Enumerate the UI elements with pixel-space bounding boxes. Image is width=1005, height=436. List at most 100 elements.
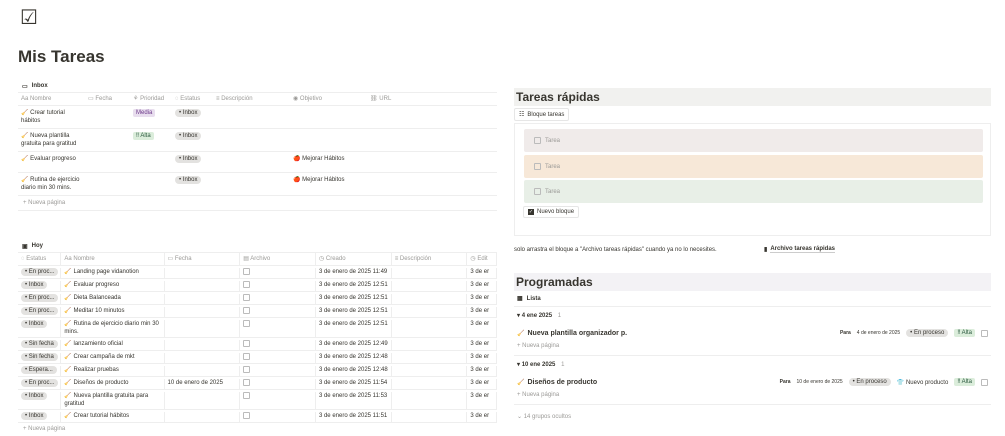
estatus-cell[interactable]: • Inbox [172,176,213,184]
list-item[interactable]: 🧹 Diseños de producto Para 10 de enero de… [517,375,988,389]
descripcion-cell[interactable] [392,392,468,409]
estatus-cell[interactable]: • En proc... [18,294,62,304]
archivo-cell[interactable] [240,281,316,291]
descripcion-cell[interactable] [392,307,468,317]
new-page-button[interactable]: + Nueva página [517,343,560,349]
task-card[interactable]: Tarea [524,155,983,178]
nombre-cell[interactable]: 🧹 Rutina de ejercicio diario min 30 mins… [61,320,165,337]
edit-cell[interactable]: 3 de er [467,379,497,389]
table-row[interactable]: • Inbox 🧹 Crear tutorial hábitos 3 de ener… [18,410,497,423]
prioridad-cell[interactable]: ‼ Alta [130,132,172,140]
estatus-cell[interactable]: • Inbox [18,412,62,422]
archivo-checkbox[interactable] [243,268,251,275]
descripcion-cell[interactable] [392,379,468,389]
nombre-cell[interactable]: 🧹 Crear campaña de mkt [61,353,165,363]
descripcion-cell[interactable] [392,320,468,337]
prioridad-cell[interactable]: Media [130,109,172,117]
bloque-tareas-tab[interactable]: ☷ Bloque tareas [514,108,570,121]
hoy-view-tab[interactable]: ▣ Hoy [22,243,44,250]
nombre-cell[interactable]: 🧹 Evaluar progreso [21,156,76,162]
estatus-cell[interactable]: • Espera... [18,366,62,376]
hidden-groups-toggle[interactable]: ⌄ 14 grupos ocultos [517,414,572,420]
table-row[interactable]: • Espera... 🧹 Realizar pruebas 3 de enero … [18,364,497,377]
archivo-cell[interactable] [240,320,316,337]
archivo-cell[interactable] [240,294,316,304]
estatus-cell[interactable]: • Inbox [18,320,62,337]
done-checkbox[interactable] [981,378,988,386]
descripcion-cell[interactable] [392,366,468,376]
column-header[interactable]: ≡ Descripción [392,252,468,266]
column-header[interactable]: Aa Nombre [21,96,52,102]
column-header[interactable]: ◌ Estatus [175,96,201,102]
table-row[interactable]: • Inbox 🧹 Rutina de ejercicio diario min … [18,318,497,338]
fecha-cell[interactable] [165,412,241,422]
fecha-cell[interactable]: 10 de enero de 2025 [165,379,241,389]
table-row[interactable]: 🧹 Nueva plantilla gratuita para gratitud… [18,129,497,152]
task-card[interactable]: Tarea [524,129,983,152]
done-checkbox[interactable] [981,329,988,337]
archivo-checkbox[interactable] [243,412,251,419]
nombre-cell[interactable]: 🧹 Diseños de producto [61,379,165,389]
creado-cell[interactable]: 3 de enero de 2025 11:54 [316,379,392,389]
descripcion-cell[interactable] [392,412,468,422]
table-row[interactable]: • En proc... 🧹 Dieta Balanceada 3 de enero… [18,292,497,305]
creado-cell[interactable]: 3 de enero de 2025 12:48 [316,366,392,376]
nombre-cell[interactable]: 🧹 Landing page vidanotion [61,268,165,278]
estatus-cell[interactable]: • Inbox [18,392,62,409]
nombre-cell[interactable]: 🧹 Realizar pruebas [61,366,165,376]
table-row[interactable]: • Inbox 🧹 Evaluar progreso 3 de enero de 2… [18,279,497,292]
estatus-cell[interactable]: • Inbox [18,281,62,291]
edit-cell[interactable]: 3 de er [467,412,497,422]
group-toggle[interactable]: ▾ 4 ene 2025 1 [517,313,562,319]
archivo-checkbox[interactable] [243,320,251,327]
nuevo-bloque-button[interactable]: ✓ Nuevo bloque [523,206,580,218]
estatus-cell[interactable]: • En proc... [18,307,62,317]
list-item[interactable]: 🧹 Nueva plantilla organizador p. Para 4 d… [517,326,988,340]
archivo-cell[interactable] [240,340,316,350]
table-row[interactable]: • En proc... 🧹 Diseños de producto 10 de e… [18,377,497,390]
new-page-button[interactable]: + Nueva página [517,392,560,398]
checkbox[interactable] [534,137,541,144]
fecha-cell[interactable] [165,281,241,291]
fecha-cell[interactable] [165,307,241,317]
nombre-cell[interactable]: 🧹 Rutina de ejercicio diario min 30 mins… [21,177,80,191]
nombre-cell[interactable]: 🧹 lanzamiento oficial [61,340,165,350]
table-row[interactable]: 🧹 Crear tutorial hábitos Media • Inbox [18,106,497,129]
inbox-new-page[interactable]: + Nueva página [18,196,497,211]
nombre-cell[interactable]: 🧹 Nueva plantilla gratuita para gratitud [61,392,165,409]
fecha-cell[interactable] [165,320,241,337]
descripcion-cell[interactable] [392,294,468,304]
edit-cell[interactable]: 3 de er [467,307,497,317]
estatus-cell[interactable]: • Inbox [172,155,213,163]
nombre-cell[interactable]: 🧹 Nueva plantilla gratuita para gratitud [21,133,77,147]
edit-cell[interactable]: 3 de er [467,366,497,376]
archivo-cell[interactable] [240,353,316,363]
archivo-checkbox[interactable] [243,281,251,288]
edit-cell[interactable]: 3 de er [467,392,497,409]
archivo-checkbox[interactable] [243,392,251,399]
column-header[interactable]: ◷ Creado [316,252,392,266]
edit-cell[interactable]: 3 de er [467,340,497,350]
descripcion-cell[interactable] [392,353,468,363]
archivo-cell[interactable] [240,392,316,409]
archivo-checkbox[interactable] [243,294,251,301]
checkbox[interactable] [534,163,541,170]
table-row[interactable]: • Sin fecha 🧹 lanzamiento oficial 3 de ene… [18,338,497,351]
fecha-cell[interactable] [165,294,241,304]
archivo-cell[interactable] [240,366,316,376]
group-toggle[interactable]: ▾ 10 ene 2025 1 [517,362,565,368]
estatus-cell[interactable]: • Inbox [172,109,213,117]
descripcion-cell[interactable] [392,340,468,350]
fecha-cell[interactable] [165,353,241,363]
checkbox[interactable] [534,188,541,195]
nombre-cell[interactable]: 🧹 Dieta Balanceada [61,294,165,304]
estatus-cell[interactable]: • En proc... [18,379,62,389]
creado-cell[interactable]: 3 de enero de 2025 12:51 [316,294,392,304]
archivo-cell[interactable] [240,379,316,389]
descripcion-cell[interactable] [392,281,468,291]
table-row[interactable]: • En proc... 🧹 Meditar 10 minutos 3 de ene… [18,305,497,318]
nombre-cell[interactable]: 🧹 Meditar 10 minutos [61,307,165,317]
column-header[interactable]: ▭ Fecha [88,96,113,102]
archivo-cell[interactable] [240,268,316,278]
archivo-cell[interactable] [240,412,316,422]
